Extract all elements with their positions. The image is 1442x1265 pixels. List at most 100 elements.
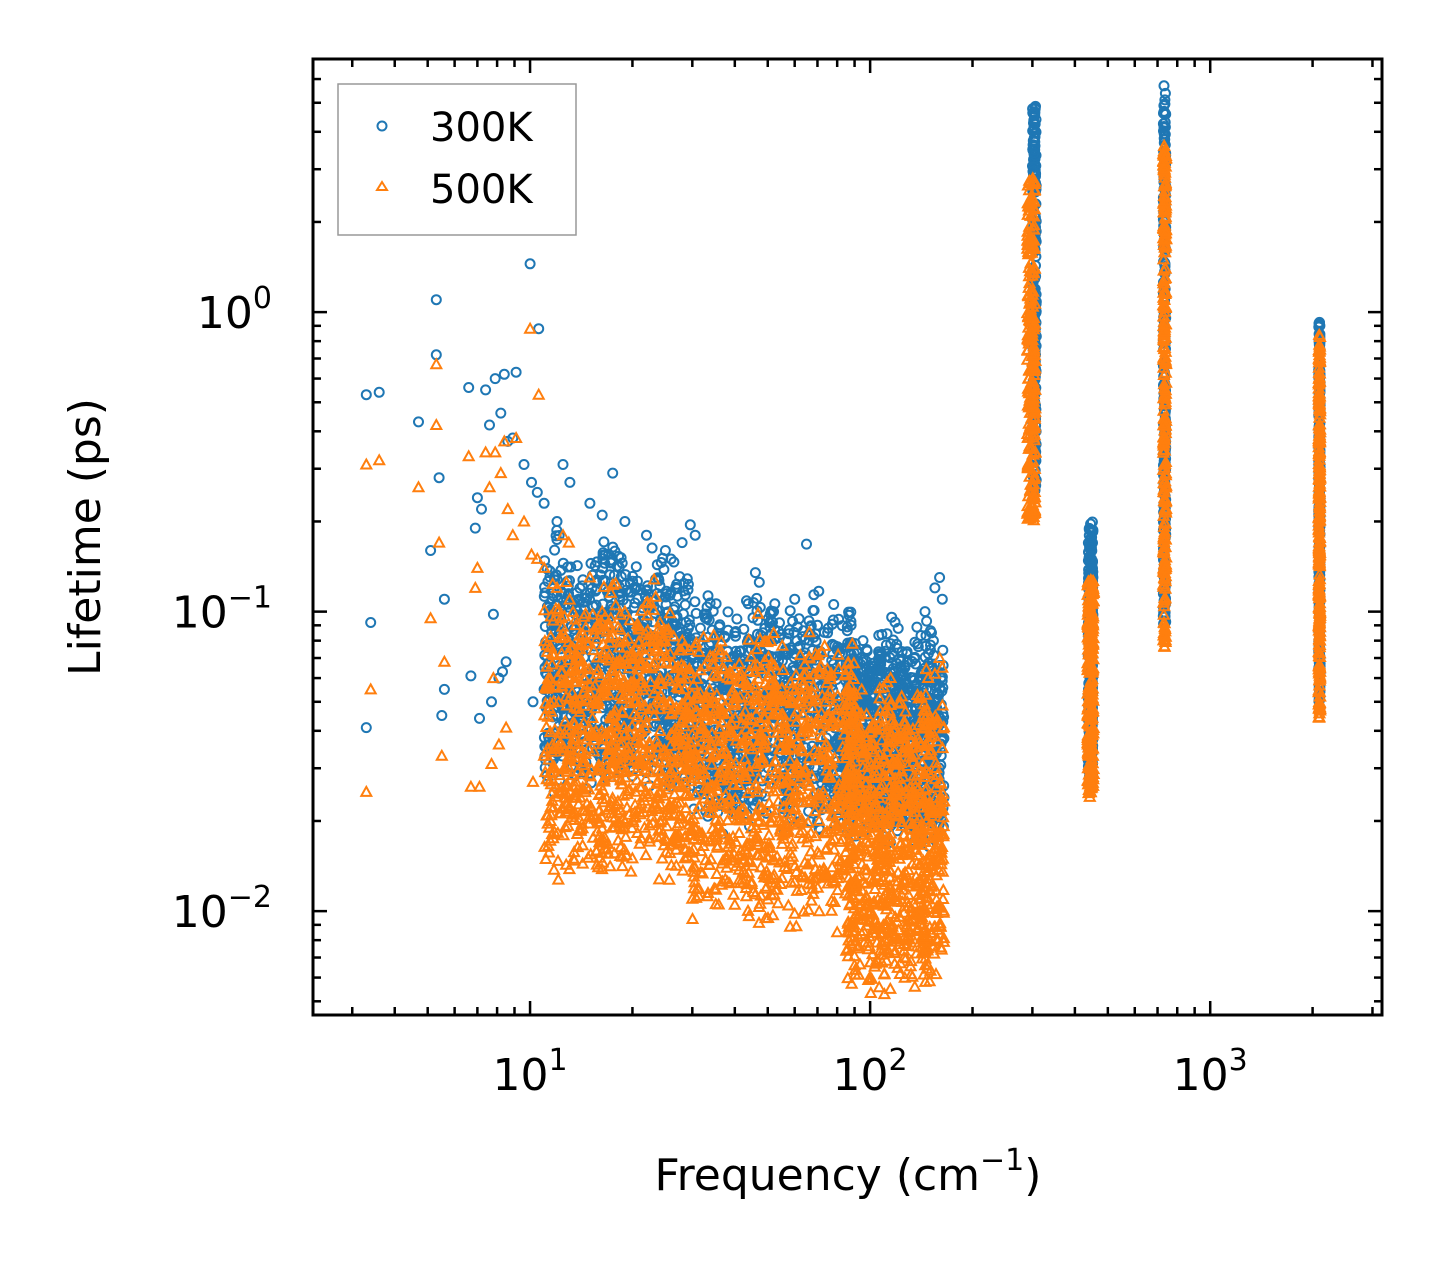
data-point-300k [480,384,492,396]
band-point-300k [1083,552,1095,564]
data-point-500k [494,466,508,479]
data-point-300k [607,467,619,479]
data-point-500k [435,748,449,761]
data-point-300k [360,389,372,401]
data-point-300k [471,492,483,504]
band-point-300k [1159,116,1171,128]
band-point-300k [1027,161,1039,173]
cloud-point-300k [577,574,589,586]
data-point-300k [487,608,499,620]
data-point-300k [584,497,596,509]
cloud-point-300k [606,556,617,568]
data-point-500k [517,514,531,527]
data-point-300k [533,323,545,335]
cloud-point-300k [598,536,610,548]
cloud-point-300k [810,772,821,784]
band-point-300k [1030,114,1042,126]
cloud-point-300k [591,556,603,568]
data-point-500k [728,897,742,910]
cloud-point-300k [783,624,795,636]
cloud-point-300k [764,621,776,633]
cloud-point-300k [651,559,663,571]
cloud-point-300k [792,642,804,654]
cloud-point-300k [597,562,609,574]
cloud-point-300k [742,598,754,610]
cloud-point-300k [683,614,695,626]
data-point-300k [486,696,497,708]
cloud-point-300k [921,615,933,627]
data-point-500k [411,480,426,493]
cloud-point-300k [803,615,815,627]
band-point-300k [1028,147,1040,159]
cloud-point-300k [679,599,691,611]
data-point-300k [527,696,539,708]
cloud-point-300k [539,621,551,632]
data-point-300k [373,386,385,398]
data-point-300k [498,368,510,380]
data-point-500k [492,737,506,750]
data-point-300k [463,382,475,393]
cloud-point-300k [753,576,765,588]
data-point-500k [423,611,438,624]
cloud-point-300k [665,553,677,565]
cloud-point-300k [784,605,796,617]
cloud-point-300k [539,587,551,599]
data-point-300k [438,593,450,605]
cloud-point-300k [827,639,839,651]
cloud-point-300k [630,561,642,573]
band-point-300k [1159,98,1171,110]
series-500K [359,138,1327,1000]
cloud-point-300k [730,630,741,642]
data-point-500k [470,560,485,573]
cloud-point-300k [694,622,706,634]
data-point-500k [359,784,373,797]
data-point-300k [801,538,812,550]
cloud-point-300k [668,556,680,568]
cloud-point-300k [655,614,666,626]
data-point-300k [360,722,372,734]
cloud-point-300k [791,635,803,647]
cloud-point-300k [642,580,654,592]
band-point-300k [1083,529,1095,541]
data-point-300k [510,366,522,378]
cloud-point-300k [722,606,734,618]
cloud-point-300k [609,545,621,557]
cloud-point-300k [911,621,923,633]
data-point-300k [484,419,495,431]
data-point-300k [430,294,442,306]
data-point-500k [429,357,443,370]
data-point-300k [749,567,761,579]
data-point-500k [462,449,476,462]
cloud-point-300k [702,590,714,602]
data-point-300k [476,503,487,515]
data-point-500k [364,682,378,695]
data-point-300k [919,606,931,618]
cloud-point-300k [714,619,726,631]
band-point-300k [1083,522,1095,534]
cloud-point-300k [640,585,652,597]
cloud-point-300k [671,583,683,595]
data-point-500k [484,756,499,769]
data-point-500k [432,535,446,548]
data-point-500k [359,457,373,470]
data-point-500k [437,654,452,667]
band-point-300k [1159,94,1171,106]
cloud-point-300k [644,672,656,684]
cloud-point-300k [565,561,577,573]
cloud-point-300k [646,542,658,554]
data-point-300k [557,459,569,470]
data-point-300k [619,516,631,527]
data-point-300k [929,582,941,594]
data-point-500k [488,445,502,458]
data-point-500k [532,387,546,400]
cloud-point-300k [597,549,609,561]
data-point-300k [469,522,481,534]
data-point-500k [523,321,537,334]
cloud-point-300k [658,718,670,729]
cloud-point-300k [604,569,616,581]
data-point-300k [596,509,608,521]
data-point-300k [524,258,536,270]
cloud-point-300k [554,643,566,655]
data-point-500k [472,779,487,792]
